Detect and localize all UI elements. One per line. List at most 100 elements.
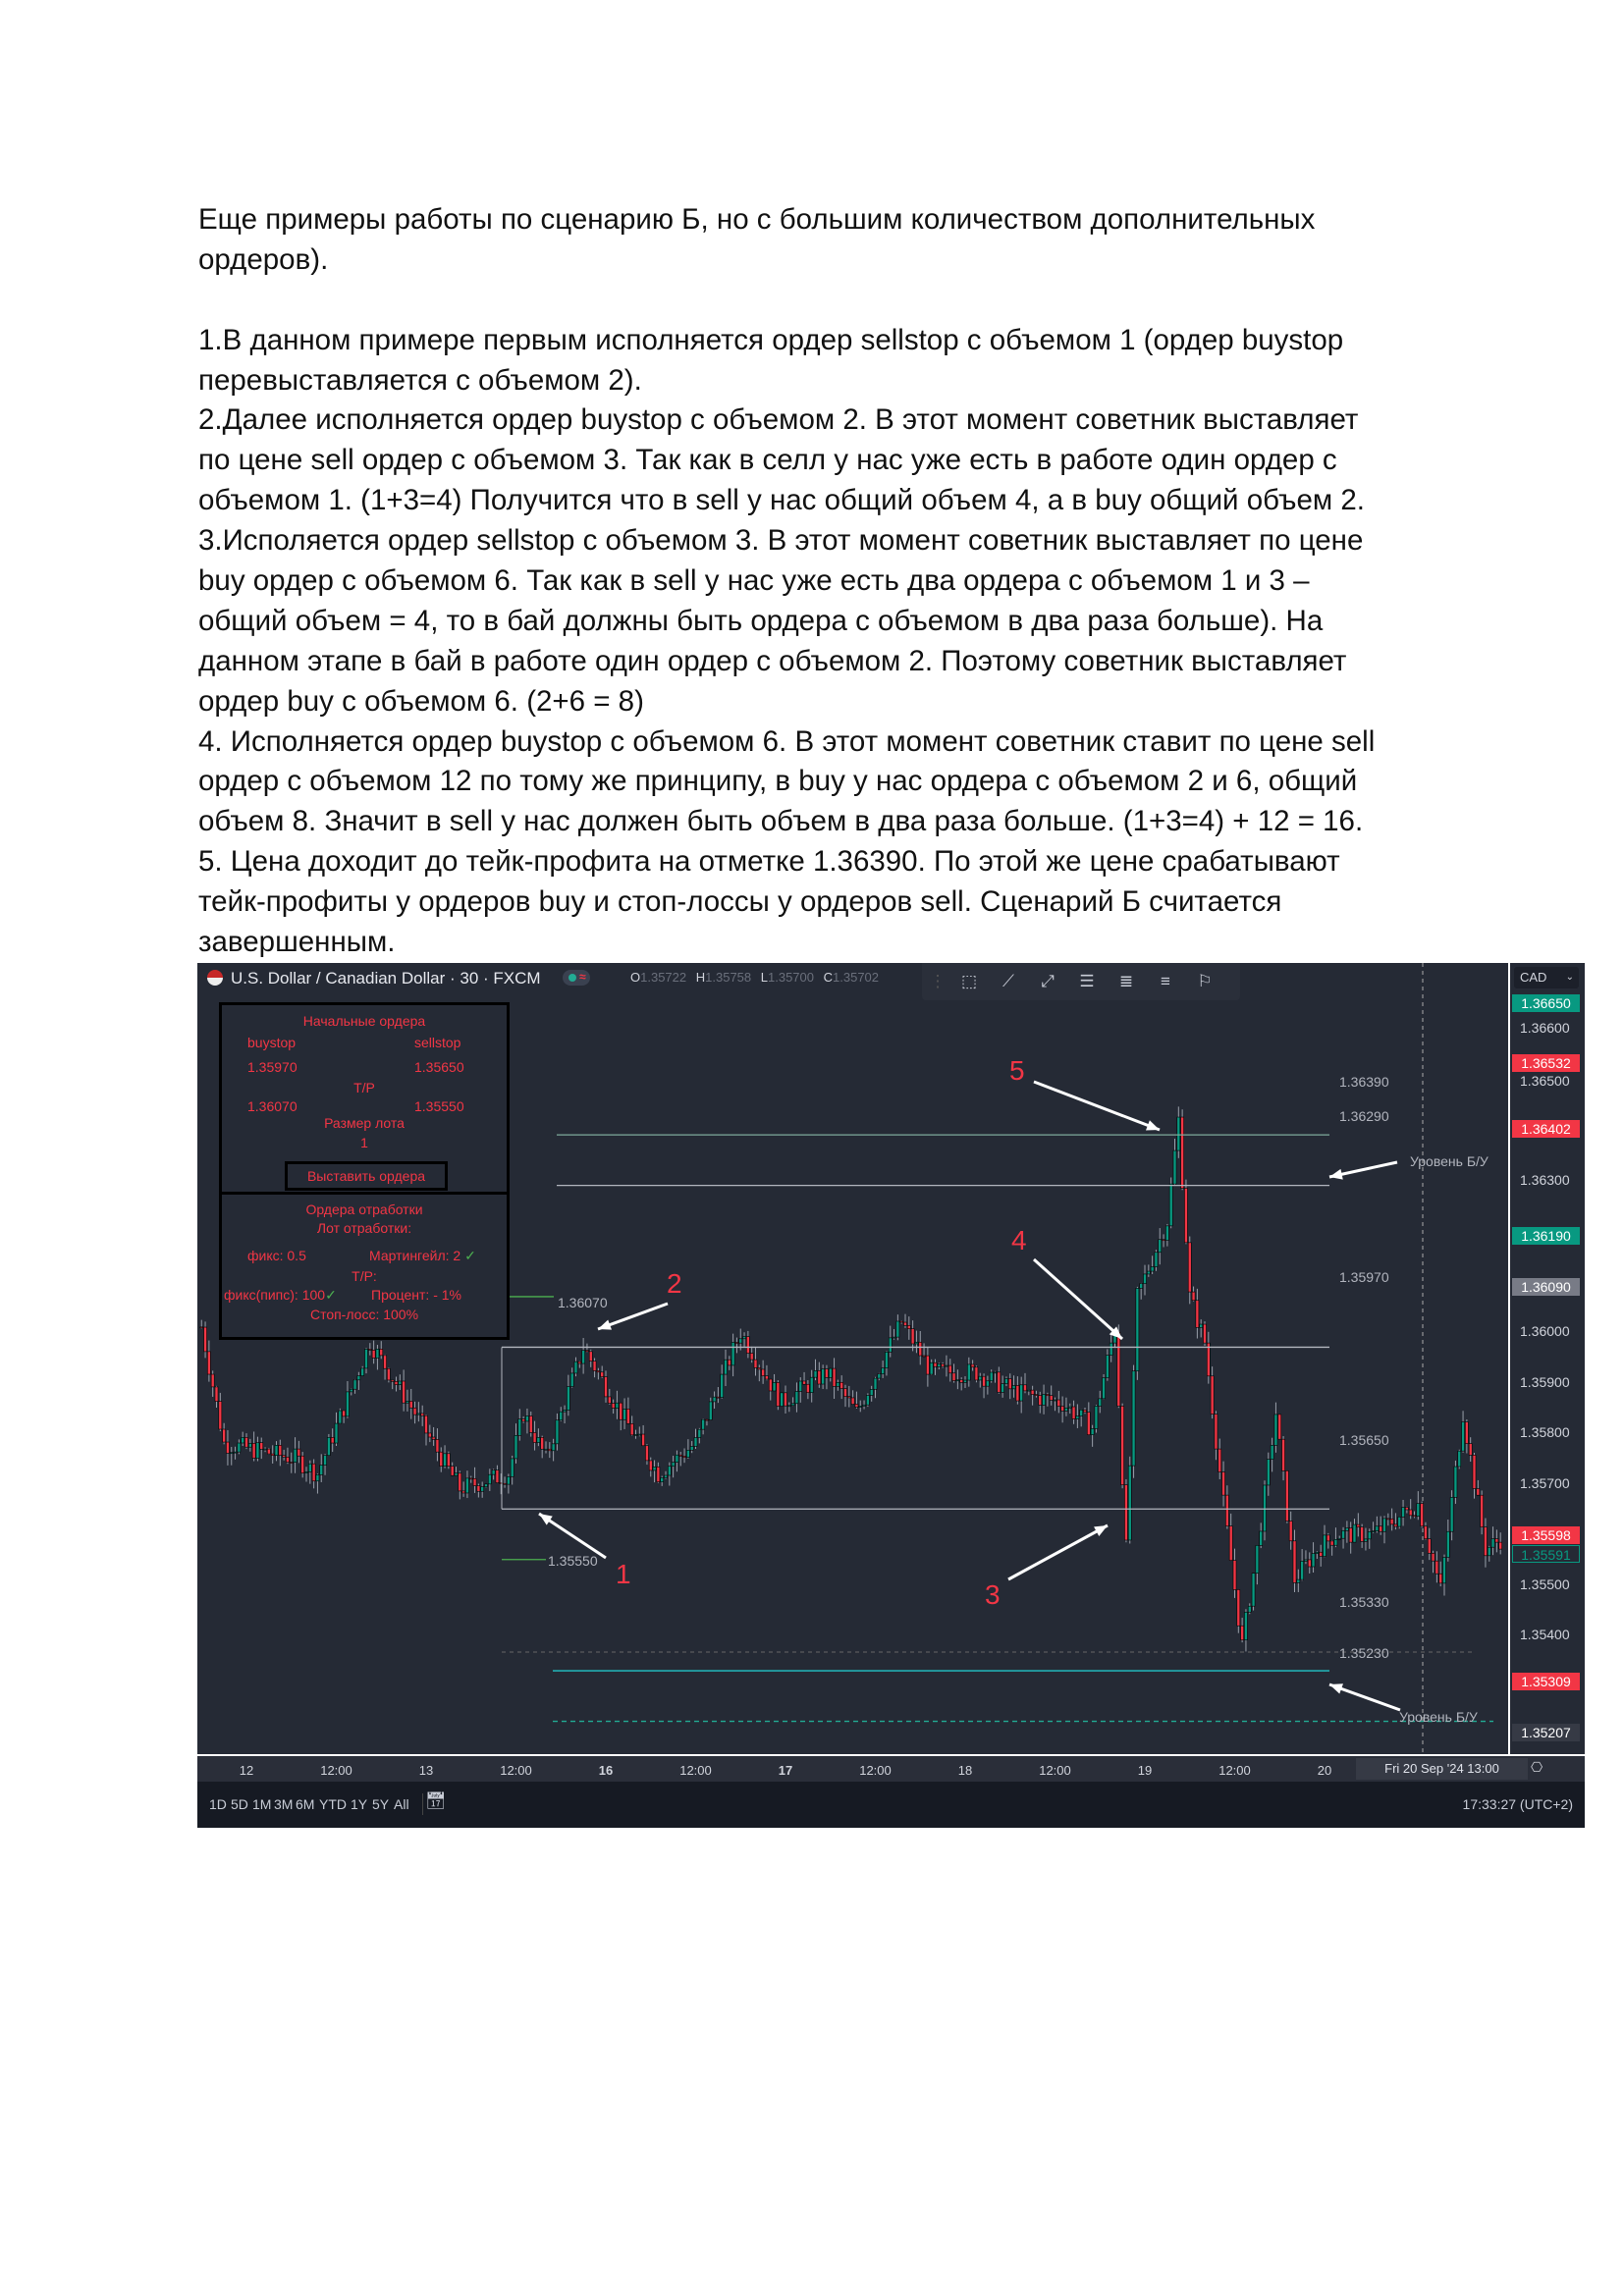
long-position-icon[interactable]: ⚐ bbox=[1197, 972, 1213, 990]
arrow-breakeven-top-head bbox=[1329, 1168, 1343, 1180]
goto-date-icon[interactable]: 📅︎ bbox=[425, 1791, 447, 1810]
candle-body bbox=[600, 1371, 604, 1377]
range-button-3m[interactable]: 3M bbox=[274, 1796, 294, 1812]
range-button-5d[interactable]: 5D bbox=[231, 1796, 248, 1812]
candle-body bbox=[544, 1448, 548, 1451]
trading-chart[interactable]: U.S. Dollar / Canadian Dollar · 30 · FXC… bbox=[197, 963, 1585, 1828]
candle-body bbox=[689, 1446, 694, 1451]
buystop-price-field[interactable]: 1.35970 bbox=[247, 1059, 298, 1075]
parallel-channel-icon[interactable]: ≣ bbox=[1118, 972, 1134, 990]
candle-body bbox=[693, 1437, 698, 1447]
price-tick-label: 1.36600 bbox=[1520, 1020, 1570, 1036]
range-button-5y[interactable]: 5Y bbox=[372, 1796, 390, 1812]
candle-body bbox=[850, 1397, 855, 1405]
ray-tool-icon[interactable]: ⤢ bbox=[1041, 972, 1055, 990]
check-icon: ✓ bbox=[325, 1287, 337, 1303]
candle-body bbox=[1071, 1406, 1076, 1419]
candle-body bbox=[1247, 1605, 1252, 1613]
price-tag: 1.35207 bbox=[1512, 1724, 1580, 1742]
trendline-tool-icon[interactable]: ⟋ bbox=[1002, 972, 1014, 990]
candle-body bbox=[1232, 1560, 1237, 1590]
drag-handle-icon[interactable]: ⋮ bbox=[929, 972, 947, 990]
percent-option[interactable]: Процент: - 1% bbox=[371, 1287, 461, 1303]
candle-body bbox=[420, 1413, 424, 1416]
range-button-1y[interactable]: 1Y bbox=[351, 1796, 368, 1812]
candle-body bbox=[480, 1486, 484, 1492]
sell-tp-field[interactable]: 1.35550 bbox=[414, 1098, 464, 1114]
candle-body bbox=[1098, 1398, 1103, 1407]
candle-body bbox=[1124, 1484, 1128, 1541]
candle-body bbox=[1228, 1525, 1233, 1561]
candle-body bbox=[1172, 1149, 1177, 1185]
arrow-5-head bbox=[1146, 1120, 1160, 1131]
candle-body bbox=[716, 1396, 721, 1399]
candle-body bbox=[682, 1456, 686, 1458]
candle-body bbox=[394, 1381, 399, 1385]
horizontal-lines-icon[interactable]: ☰ bbox=[1079, 972, 1095, 990]
time-tick-label: 12:00 bbox=[1039, 1763, 1071, 1778]
time-axis[interactable]: 12 12:00 13 12:00 16 12:00 17 12:00 18 12:00 19 12:… bbox=[197, 1754, 1585, 1784]
settings-icon[interactable]: ⎔ bbox=[1531, 1759, 1543, 1775]
check-icon: ✓ bbox=[464, 1248, 476, 1263]
chart-plot[interactable] bbox=[197, 963, 1585, 1828]
fix-lot-field[interactable]: фикс: 0.5 bbox=[247, 1248, 306, 1263]
range-button-1m[interactable]: 1M bbox=[252, 1796, 272, 1812]
place-orders-button[interactable]: Выставить ордера bbox=[285, 1161, 448, 1191]
candle-body bbox=[507, 1476, 511, 1485]
range-button-6m[interactable]: 6M bbox=[296, 1796, 315, 1812]
drawing-toolbar: ⋮ ⬚ ⟋ ⤢ ☰ ≣ ≡ ⚐ bbox=[922, 963, 1240, 1000]
candle-body bbox=[802, 1380, 806, 1385]
time-tick-label: 20 bbox=[1317, 1763, 1332, 1778]
text-line: 4. Исполняется ордер buystop с объемом 6… bbox=[198, 724, 1376, 758]
candle-body bbox=[701, 1418, 705, 1430]
candle-body bbox=[997, 1371, 1001, 1393]
fib-tool-icon[interactable]: ≡ bbox=[1161, 972, 1170, 990]
candle-body bbox=[1049, 1395, 1054, 1401]
candle-body bbox=[327, 1437, 331, 1457]
candle-body bbox=[892, 1336, 896, 1339]
candle-body bbox=[757, 1367, 762, 1370]
candle-body bbox=[1424, 1525, 1428, 1539]
open-value: 1.35722 bbox=[640, 970, 687, 985]
level-label-sell-tp: 1.35550 bbox=[548, 1553, 598, 1569]
price-tick-label: 1.35800 bbox=[1520, 1424, 1570, 1440]
candle-body bbox=[1494, 1538, 1499, 1543]
candle-body bbox=[1210, 1375, 1215, 1415]
candle-body bbox=[1251, 1573, 1256, 1607]
candle-body bbox=[648, 1460, 653, 1471]
range-button-ytd[interactable]: YTD bbox=[319, 1796, 347, 1812]
candle-body bbox=[286, 1457, 290, 1463]
symbol-title[interactable]: U.S. Dollar / Canadian Dollar · 30 · FXC… bbox=[231, 969, 541, 988]
candle-body bbox=[218, 1401, 223, 1430]
fix-pips-option[interactable]: фикс(пипс): 100✓ bbox=[224, 1287, 337, 1304]
candle-body bbox=[476, 1485, 481, 1492]
range-button-all[interactable]: All bbox=[394, 1796, 409, 1812]
candle-body bbox=[1154, 1252, 1159, 1267]
candle-body bbox=[1218, 1448, 1222, 1472]
buy-tp-field[interactable]: 1.36070 bbox=[247, 1098, 298, 1114]
time-tick-label: 12:00 bbox=[500, 1763, 532, 1778]
candle-body bbox=[978, 1375, 983, 1381]
currency-select[interactable]: CAD ⌄ bbox=[1514, 967, 1579, 988]
price-tick-label: 1.36500 bbox=[1520, 1073, 1570, 1090]
candle-body bbox=[251, 1443, 256, 1459]
candle-body bbox=[226, 1441, 230, 1454]
candle-body bbox=[1329, 1540, 1334, 1546]
martingale-option[interactable]: Мартингейл: 2 ✓ bbox=[369, 1248, 476, 1264]
candle-body bbox=[1285, 1470, 1289, 1522]
candle-body bbox=[660, 1477, 664, 1482]
sellstop-price-field[interactable]: 1.35650 bbox=[414, 1059, 464, 1075]
rectangle-tool-icon[interactable]: ⬚ bbox=[960, 972, 978, 990]
candle-body bbox=[1296, 1578, 1301, 1583]
candle-body bbox=[993, 1371, 998, 1374]
candle-body bbox=[540, 1437, 544, 1450]
candle-body bbox=[488, 1473, 492, 1485]
range-button-1d[interactable]: 1D bbox=[209, 1796, 227, 1812]
stop-loss-option[interactable]: Стоп-лосс: 100% bbox=[309, 1307, 419, 1322]
candle-body bbox=[1304, 1559, 1308, 1562]
lot-size-field[interactable]: 1 bbox=[360, 1135, 368, 1150]
candle-body bbox=[854, 1404, 859, 1408]
price-axis[interactable]: CAD ⌄ 1.36650 1.36600 1.36532 1.36500 1.3640… bbox=[1508, 963, 1585, 1754]
candle-body bbox=[1315, 1551, 1320, 1554]
candle-body bbox=[790, 1403, 795, 1407]
